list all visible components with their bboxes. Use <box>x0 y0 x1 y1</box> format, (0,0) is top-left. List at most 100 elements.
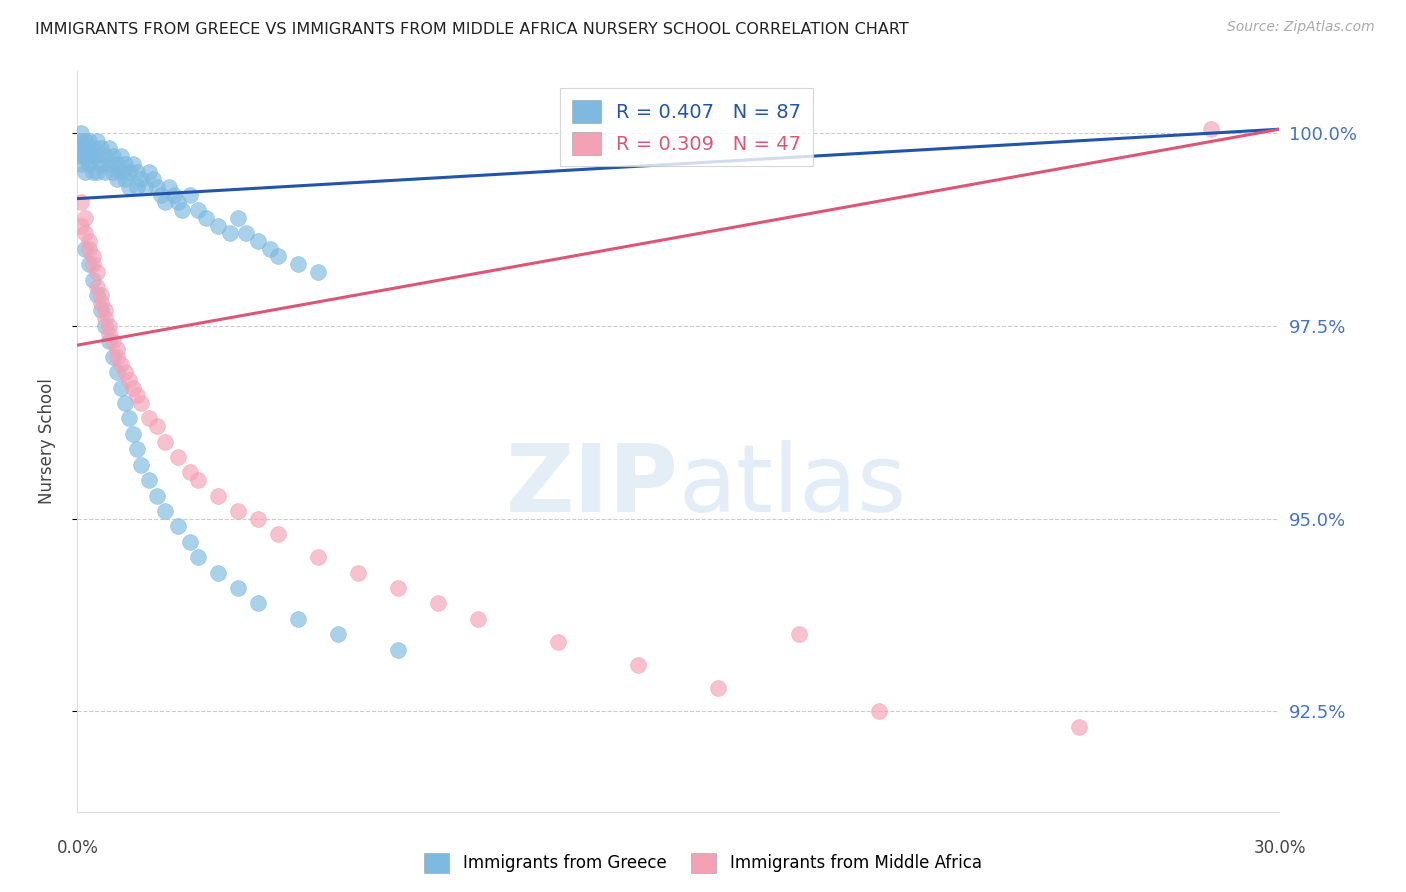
Point <box>98 334 121 349</box>
Point <box>103 149 125 163</box>
Point <box>110 380 132 394</box>
Point <box>146 180 169 194</box>
Text: 0.0%: 0.0% <box>56 838 98 856</box>
Point <box>107 350 129 364</box>
Point <box>75 149 97 163</box>
Point <box>207 219 229 233</box>
Point <box>82 257 104 271</box>
Point <box>162 187 184 202</box>
Point <box>98 326 121 341</box>
Point <box>134 180 156 194</box>
Point <box>94 164 117 178</box>
Point <box>267 249 290 263</box>
Point <box>114 172 136 186</box>
Point <box>467 612 489 626</box>
Point <box>90 288 112 302</box>
Point <box>75 242 97 256</box>
Point <box>127 388 149 402</box>
Point <box>79 257 101 271</box>
Point <box>75 134 97 148</box>
Point <box>159 180 181 194</box>
Text: ZIP: ZIP <box>506 440 679 532</box>
Point <box>70 149 93 163</box>
Point <box>187 203 209 218</box>
Point <box>131 458 153 472</box>
Y-axis label: Nursery School: Nursery School <box>38 378 56 505</box>
Point <box>82 249 104 263</box>
Point <box>70 157 93 171</box>
Point <box>75 227 97 241</box>
Point <box>868 705 890 719</box>
Point <box>155 504 177 518</box>
Point <box>107 157 129 171</box>
Point <box>110 149 132 163</box>
Point <box>187 550 209 565</box>
Point <box>142 172 165 186</box>
Point <box>326 627 349 641</box>
Point <box>79 157 101 171</box>
Point <box>207 566 229 580</box>
Point <box>70 195 93 210</box>
Point <box>86 134 108 148</box>
Point <box>110 358 132 372</box>
Point <box>131 172 153 186</box>
Point <box>547 635 569 649</box>
Point <box>166 519 188 533</box>
Point <box>187 473 209 487</box>
Point <box>98 157 121 171</box>
Point <box>122 426 145 441</box>
Point <box>226 504 249 518</box>
Point <box>75 141 97 155</box>
Point <box>170 203 193 218</box>
Point <box>307 265 329 279</box>
Point <box>82 149 104 163</box>
Point <box>138 473 160 487</box>
Point <box>82 272 104 286</box>
Text: Source: ZipAtlas.com: Source: ZipAtlas.com <box>1227 20 1375 34</box>
Point <box>110 164 132 178</box>
Point <box>103 334 125 349</box>
Point <box>179 466 201 480</box>
Point <box>79 149 101 163</box>
Point <box>103 164 125 178</box>
Point <box>90 141 112 155</box>
Point <box>86 149 108 163</box>
Point <box>107 342 129 356</box>
Point <box>166 195 188 210</box>
Point <box>207 489 229 503</box>
Point <box>246 511 269 525</box>
Point <box>259 242 281 256</box>
Point <box>226 581 249 595</box>
Point <box>787 627 810 641</box>
Point <box>347 566 370 580</box>
Point <box>235 227 257 241</box>
Point <box>131 396 153 410</box>
Point <box>90 295 112 310</box>
Point <box>707 681 730 696</box>
Point <box>179 534 201 549</box>
Point <box>155 195 177 210</box>
Point <box>627 658 650 673</box>
Point <box>107 365 129 379</box>
Text: IMMIGRANTS FROM GREECE VS IMMIGRANTS FROM MIDDLE AFRICA NURSERY SCHOOL CORRELATI: IMMIGRANTS FROM GREECE VS IMMIGRANTS FRO… <box>35 22 908 37</box>
Point <box>98 318 121 333</box>
Point <box>94 318 117 333</box>
Point <box>246 234 269 248</box>
Point <box>166 450 188 464</box>
Point <box>146 489 169 503</box>
Point <box>194 211 217 225</box>
Point <box>70 141 93 155</box>
Point <box>90 303 112 318</box>
Point <box>387 642 409 657</box>
Point <box>127 442 149 457</box>
Point <box>387 581 409 595</box>
Legend: R = 0.407   N = 87, R = 0.309   N = 47: R = 0.407 N = 87, R = 0.309 N = 47 <box>560 88 813 167</box>
Point <box>86 164 108 178</box>
Point <box>70 126 93 140</box>
Point <box>146 419 169 434</box>
Point <box>94 149 117 163</box>
Point <box>138 411 160 425</box>
Point <box>118 164 141 178</box>
Point <box>427 597 450 611</box>
Point <box>79 134 101 148</box>
